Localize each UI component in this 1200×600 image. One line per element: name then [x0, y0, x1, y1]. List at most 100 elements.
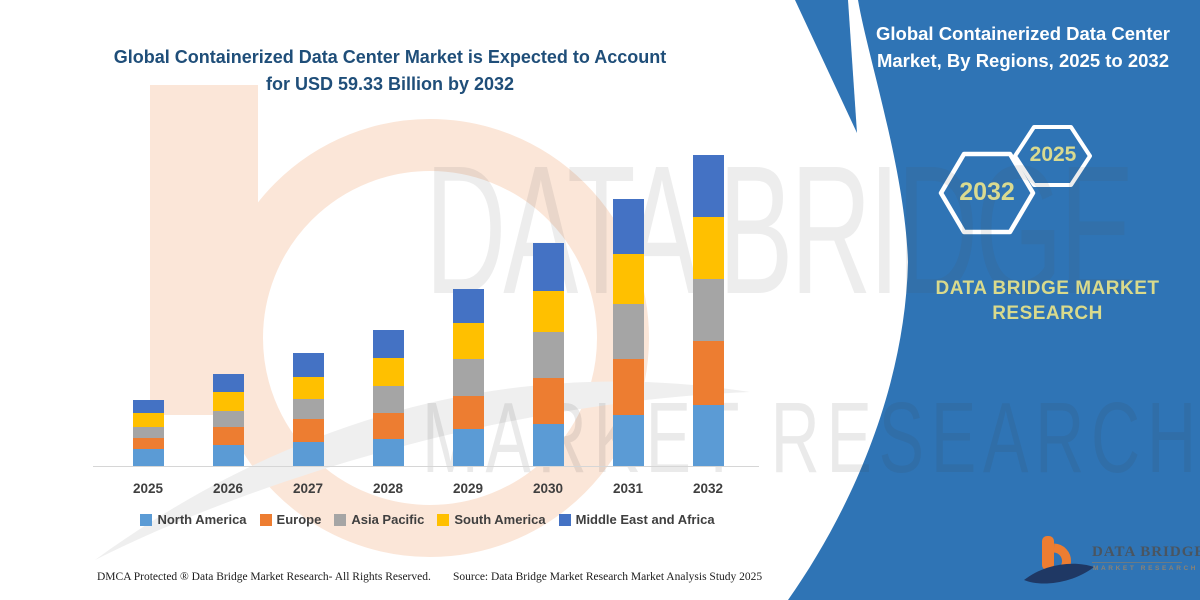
stacked-bar-2027 [292, 353, 324, 466]
segment-asia-pacific [292, 399, 324, 419]
segment-europe [612, 359, 644, 415]
segment-asia-pacific [452, 359, 484, 396]
segment-middle-east-and-africa [372, 330, 404, 358]
segment-north-america [692, 405, 724, 466]
blue-panel-triangle [795, 0, 857, 133]
panel-title: Global Containerized Data Center Market,… [858, 20, 1188, 74]
segment-middle-east-and-africa [212, 374, 244, 392]
x-tick-label-2027: 2027 [292, 481, 324, 496]
legend-label: Middle East and Africa [575, 512, 715, 527]
segment-middle-east-and-africa [292, 353, 324, 377]
x-tick-label-2032: 2032 [692, 481, 724, 496]
segment-north-america [212, 445, 244, 466]
segment-south-america [212, 392, 244, 411]
segment-europe [532, 378, 564, 424]
segment-middle-east-and-africa [132, 400, 164, 413]
logo-b-stem [1042, 536, 1054, 570]
legend-item-europe: Europe [259, 512, 322, 527]
chart-legend: North America Europe Asia Pacific South Ame… [95, 512, 760, 527]
x-tick-label-2029: 2029 [452, 481, 484, 496]
segment-europe [292, 419, 324, 442]
logo-swoosh [1024, 563, 1094, 584]
hexagon-2032-label: 2032 [959, 178, 1015, 206]
legend-marker [334, 513, 347, 526]
stacked-bar-2032 [692, 155, 724, 466]
segment-asia-pacific [612, 304, 644, 359]
chart-title-line1: Global Containerized Data Center Market … [113, 47, 667, 67]
watermark-swoosh [95, 381, 750, 560]
segment-asia-pacific [532, 332, 564, 378]
hexagon-small-2025 [1013, 125, 1092, 187]
legend-label: Europe [276, 512, 322, 527]
stacked-bar-2031 [612, 199, 644, 466]
stacked-bar-2026 [212, 374, 244, 466]
legend-label: South America [454, 512, 546, 527]
segment-north-america [532, 424, 564, 466]
segment-north-america [292, 442, 324, 466]
hexagon-large-2032 [938, 151, 1036, 235]
panel-brand-line1: DATA BRIDGE MARKET [935, 278, 1160, 299]
data-bridge-logo-icon [1024, 536, 1094, 584]
chart-title: Global Containerized Data Center Market … [95, 44, 685, 98]
segment-asia-pacific [692, 279, 724, 341]
x-axis-line [93, 466, 759, 467]
segment-europe [452, 396, 484, 429]
stacked-bar-2025 [132, 400, 164, 466]
segment-south-america [532, 291, 564, 332]
hexagons [938, 125, 1092, 235]
segment-middle-east-and-africa [452, 289, 484, 323]
segment-europe [692, 341, 724, 405]
legend-label: Asia Pacific [351, 512, 425, 527]
segment-asia-pacific [372, 386, 404, 413]
segment-south-america [372, 358, 404, 386]
x-tick-label-2028: 2028 [372, 481, 404, 496]
segment-south-america [452, 323, 484, 359]
segment-europe [132, 438, 164, 449]
blue-panel [788, 0, 1200, 600]
segment-north-america [132, 449, 164, 466]
legend-marker [140, 513, 153, 526]
stacked-bar-2028 [372, 330, 404, 466]
logo-subtitle: MARKET RESEARCH [1093, 565, 1199, 572]
footer-dmca-text: DMCA Protected ® Data Bridge Market Rese… [97, 571, 431, 583]
legend-label: North America [157, 512, 247, 527]
segment-europe [372, 413, 404, 439]
segment-south-america [132, 413, 164, 427]
segment-north-america [612, 415, 644, 466]
segment-asia-pacific [132, 427, 164, 438]
legend-marker [437, 513, 450, 526]
legend-item-north-america: North America [140, 512, 247, 527]
panel-brand-text: DATA BRIDGE MARKET RESEARCH [920, 276, 1175, 326]
segment-south-america [292, 377, 324, 399]
panel-brand-line2: RESEARCH [992, 303, 1103, 324]
segment-middle-east-and-africa [532, 243, 564, 291]
footer-source-text: Source: Data Bridge Market Research Mark… [453, 571, 763, 583]
chart-title-line2: for USD 59.33 Billion by 2032 [265, 74, 515, 94]
hexagon-2025-label: 2025 [1029, 143, 1077, 166]
logo-title: DATA BRIDGE [1092, 544, 1200, 563]
segment-asia-pacific [212, 411, 244, 427]
x-tick-label-2030: 2030 [532, 481, 564, 496]
panel-title-line2: Market, By Regions, 2025 to 2032 [876, 50, 1170, 71]
stacked-bar-2030 [532, 243, 564, 466]
x-tick-label-2031: 2031 [612, 481, 644, 496]
legend-item-asia-pacific: Asia Pacific [334, 512, 424, 527]
x-tick-label-2026: 2026 [212, 481, 244, 496]
legend-item-south-america: South America [437, 512, 546, 527]
segment-europe [212, 427, 244, 445]
panel-title-line1: Global Containerized Data Center [876, 23, 1170, 44]
segment-south-america [612, 254, 644, 304]
segment-middle-east-and-africa [692, 155, 724, 217]
segment-middle-east-and-africa [612, 199, 644, 254]
legend-item-middle-east-and-africa: Middle East and Africa [558, 512, 715, 527]
segment-south-america [692, 217, 724, 279]
stacked-bar-2029 [452, 289, 484, 466]
legend-marker [558, 513, 571, 526]
legend-marker [259, 513, 272, 526]
segment-north-america [452, 429, 484, 466]
blue-panel-main [788, 0, 1200, 600]
segment-north-america [372, 439, 404, 466]
x-tick-label-2025: 2025 [132, 481, 164, 496]
